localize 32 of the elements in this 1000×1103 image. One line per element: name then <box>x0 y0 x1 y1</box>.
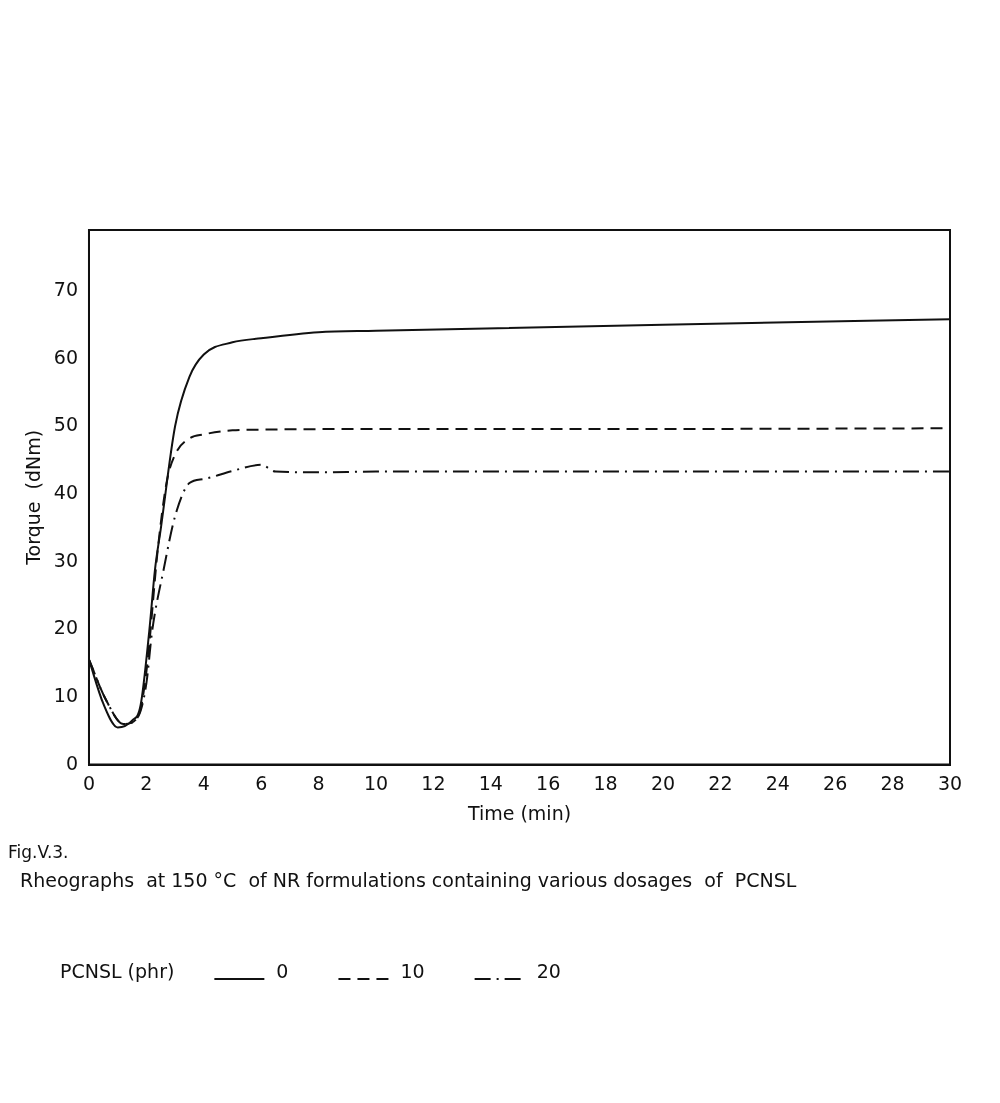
y-tick-label: 10 <box>53 683 78 706</box>
text: Fig.V.3. <box>8 842 69 862</box>
x-axis-title: Time (min) <box>466 801 572 824</box>
x-tick-label: 28 <box>880 771 905 794</box>
x-tick-label: 2 <box>140 771 153 794</box>
legend-title: PCNSL (phr) <box>60 959 175 982</box>
y-axis-title: Torque (dNm) <box>22 429 45 566</box>
x-tick-label: 22 <box>708 771 733 794</box>
text: Rheographs at 150 °C of NR formulations containing various dosages of PCNSL <box>20 868 797 891</box>
y-tick-label: 70 <box>53 277 78 300</box>
x-tick-label: 16 <box>536 771 561 794</box>
x-tick-label: 4 <box>197 771 210 794</box>
legend-label: 20 <box>536 959 561 982</box>
y-tick-label: 40 <box>53 480 78 503</box>
x-tick-label: 20 <box>650 771 676 794</box>
x-tick-label: 18 <box>593 771 618 794</box>
x-tick-label: 10 <box>363 771 389 794</box>
x-tick-label: 30 <box>937 771 963 794</box>
x-tick-label: 24 <box>765 771 790 794</box>
y-tick-label: 20 <box>53 616 78 639</box>
y-tick-label: 60 <box>53 345 78 368</box>
y-tick-label: 30 <box>53 548 78 571</box>
x-tick-label: 14 <box>478 771 503 794</box>
y-tick-label: 50 <box>53 413 78 436</box>
x-tick-label: 8 <box>312 771 325 794</box>
legend-label: 0 <box>276 959 289 982</box>
x-tick-label: 6 <box>255 771 268 794</box>
x-tick-label: 12 <box>421 771 446 794</box>
x-tick-label: 26 <box>823 771 848 794</box>
y-tick-label: 0 <box>65 751 78 774</box>
x-tick-label: 0 <box>82 771 96 794</box>
legend-label: 10 <box>400 959 425 982</box>
